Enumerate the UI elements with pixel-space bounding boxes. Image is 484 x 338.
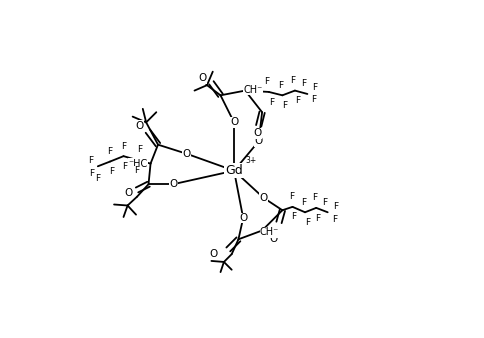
Text: F: F (332, 202, 337, 211)
Text: F: F (268, 98, 273, 106)
Text: F: F (301, 198, 306, 207)
Text: F: F (314, 214, 319, 222)
Text: 3+: 3+ (245, 155, 256, 165)
Text: F: F (88, 156, 93, 165)
Text: Gd: Gd (225, 164, 242, 177)
Text: F: F (121, 142, 126, 150)
Text: O: O (252, 128, 260, 138)
Text: F: F (282, 101, 287, 110)
Text: F: F (134, 166, 139, 175)
Text: O: O (135, 121, 143, 131)
Text: O: O (229, 117, 238, 127)
Text: F: F (301, 79, 306, 88)
Text: F: F (107, 147, 112, 156)
Text: ⁻HC: ⁻HC (128, 159, 148, 169)
Text: O: O (269, 234, 277, 244)
Text: F: F (294, 96, 299, 105)
Text: O: O (209, 249, 217, 259)
Text: O: O (239, 213, 247, 223)
Text: F: F (289, 76, 294, 85)
Text: F: F (311, 95, 316, 104)
Text: O: O (259, 193, 267, 203)
Text: F: F (277, 81, 282, 90)
Text: F: F (95, 174, 100, 183)
Text: F: F (331, 215, 336, 223)
Text: F: F (108, 167, 114, 176)
Text: F: F (136, 145, 142, 154)
Text: F: F (312, 193, 317, 202)
Text: O: O (182, 149, 191, 159)
Text: O: O (254, 136, 262, 146)
Text: F: F (321, 198, 326, 207)
Text: CH⁻: CH⁻ (242, 85, 262, 95)
Text: F: F (122, 162, 127, 171)
Text: F: F (90, 169, 94, 177)
Text: O: O (169, 179, 177, 189)
Text: F: F (264, 77, 269, 86)
Text: F: F (312, 83, 317, 92)
Text: O: O (198, 73, 206, 83)
Text: O: O (124, 188, 132, 198)
Text: F: F (291, 213, 296, 221)
Text: F: F (288, 192, 293, 201)
Text: F: F (304, 218, 309, 227)
Text: CH⁻: CH⁻ (259, 227, 279, 237)
